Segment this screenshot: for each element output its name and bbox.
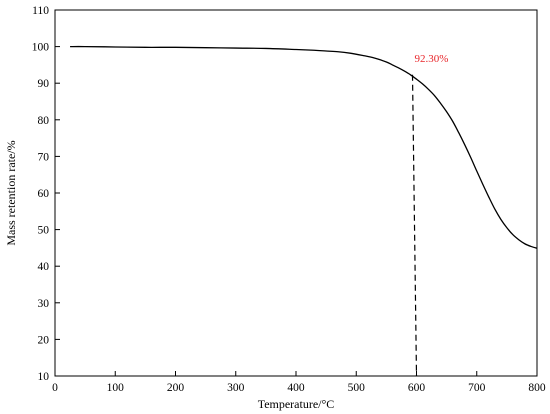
y-tick-label: 30 [38, 298, 50, 310]
y-tick-label: 80 [38, 115, 50, 127]
plot-frame [54, 9, 538, 377]
annotation-dashed-line [411, 74, 418, 377]
x-axis-title: Temperature/°C [258, 397, 335, 411]
x-tick-label: 500 [348, 382, 366, 394]
y-tick-label: 10 [38, 371, 50, 383]
x-tick-label: 600 [408, 382, 426, 394]
tick-labels: 0 100 200 300 400 500 600 700 800 10 20 30 40 50 60 70 8… [32, 5, 546, 394]
x-tick-label: 100 [107, 382, 125, 394]
annotation-label: 92.30% [415, 53, 449, 65]
y-axis-title: Mass retention rate/% [4, 140, 18, 245]
x-tick-label: 300 [227, 382, 245, 394]
axis-ticks [54, 9, 538, 377]
x-tick-label: 200 [167, 382, 185, 394]
y-tick-label: 90 [38, 78, 50, 90]
y-tick-label: 100 [32, 42, 50, 54]
x-tick-label: 800 [528, 382, 546, 394]
y-tick-label: 50 [38, 225, 50, 237]
y-tick-label: 110 [32, 5, 49, 17]
x-tick-label: 0 [52, 382, 58, 394]
x-tick-label: 700 [468, 382, 486, 394]
y-tick-label: 60 [38, 188, 50, 200]
y-tick-label: 40 [38, 261, 50, 273]
mass-retention-curve [70, 45, 538, 249]
x-tick-label: 400 [287, 382, 305, 394]
y-tick-label: 70 [38, 151, 50, 163]
y-tick-label: 20 [38, 334, 50, 346]
